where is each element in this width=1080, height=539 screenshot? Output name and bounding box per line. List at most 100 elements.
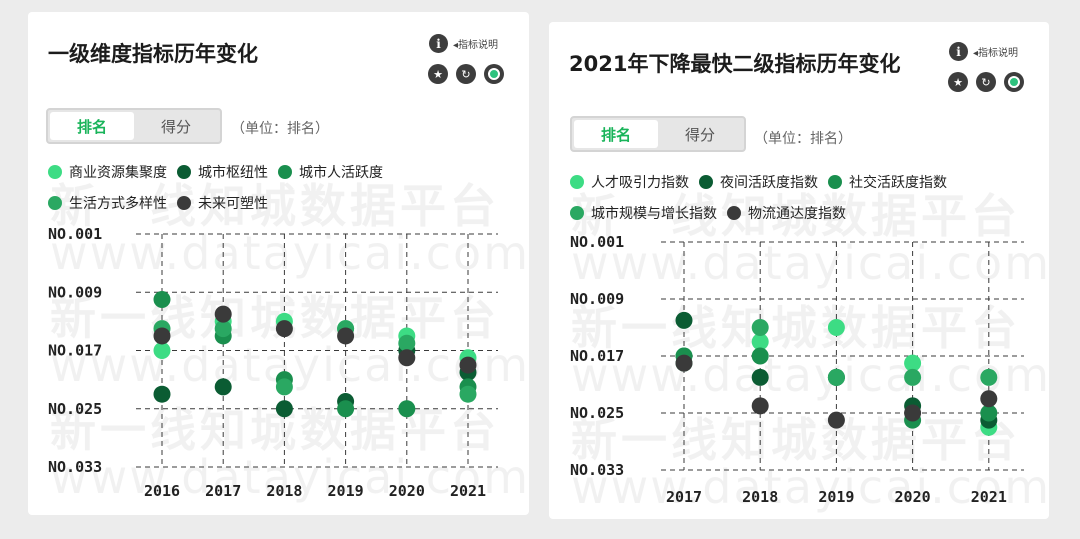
tab-rank[interactable]: 排名 [574,120,658,148]
data-point [153,385,171,403]
refresh-icon[interactable]: ↻ [976,72,996,92]
y-tick-label: NO.001 [48,225,102,243]
y-tick-label: NO.025 [570,404,624,422]
legend-swatch [278,164,292,179]
metric-info-link[interactable]: i ◂指标说明 [429,34,498,53]
data-point [459,385,477,403]
legend-swatch [828,174,842,189]
data-point [153,342,171,359]
x-tick-label: 2020 [895,488,931,506]
data-point [337,327,355,345]
x-tick-label: 2020 [389,482,425,500]
data-point [904,404,922,422]
legend-swatch [177,195,191,210]
target-icon[interactable] [484,64,504,84]
legend-item[interactable]: 城市人活跃度 [278,162,383,182]
data-point [398,400,416,418]
legend-label: 商业资源集聚度 [69,164,167,181]
data-point [275,400,293,418]
data-point [751,333,769,351]
y-tick-label: NO.009 [570,290,624,308]
data-point [275,320,293,338]
metric-info-label: ◂指标说明 [453,40,499,51]
legend-item[interactable]: 物流通达度指数 [727,203,846,223]
legend-item[interactable]: 未来可塑性 [177,193,268,213]
legend-row: 城市规模与增长指数 物流通达度指数 [570,197,957,228]
y-tick-label: NO.001 [570,233,624,251]
data-point [827,319,845,336]
x-tick-label: 2017 [666,488,702,506]
star-icon[interactable]: ★ [428,64,448,84]
data-point [153,291,171,309]
x-tick-label: 2017 [205,482,241,500]
data-point [751,319,769,336]
data-point [904,354,922,372]
legend-label: 生活方式多样性 [69,195,167,212]
data-point [751,368,769,386]
star-icon[interactable]: ★ [948,72,968,92]
legend-label: 未来可塑性 [198,195,268,212]
legend-item[interactable]: 城市枢纽性 [177,162,268,182]
data-point [214,305,232,323]
y-tick-label: NO.025 [48,400,102,418]
x-tick-label: 2016 [144,482,180,500]
chart-legend: 人才吸引力指数 夜间活跃度指数 社交活跃度指数城市规模与增长指数 物流通达度指数 [570,166,957,228]
legend-swatch [727,205,741,220]
data-point [980,404,998,422]
legend-item[interactable]: 人才吸引力指数 [570,172,689,192]
chart-card-left: 新一线知城数据平台 www.datayicai.com 新一线知城数据平台 ww… [28,12,529,515]
chart-title: 一级维度指标历年变化 [48,42,258,66]
info-icon: i [949,42,968,61]
legend-item[interactable]: 夜间活跃度指数 [699,172,818,192]
data-point [153,327,171,345]
legend-label: 城市人活跃度 [299,164,383,181]
data-point [751,347,769,365]
data-point [980,368,998,386]
legend-label: 社交活跃度指数 [849,174,947,191]
x-tick-label: 2021 [450,482,486,500]
legend-item[interactable]: 社交活跃度指数 [828,172,947,192]
x-tick-label: 2018 [742,488,778,506]
y-tick-label: NO.033 [570,461,624,479]
data-point [398,334,416,352]
metric-info-label: ◂指标说明 [973,48,1019,59]
legend-label: 人才吸引力指数 [591,174,689,191]
x-tick-label: 2019 [818,488,854,506]
refresh-icon[interactable]: ↻ [456,64,476,84]
legend-item[interactable]: 生活方式多样性 [48,193,167,213]
y-tick-label: NO.017 [48,342,102,360]
data-point [751,397,769,415]
scatter-plot: NO.001 NO.009 NO.017 NO.025 NO.033 2017 2018 20… [570,233,1024,506]
rank-score-toggle: 排名 得分 [46,108,222,144]
y-tick-label: NO.033 [48,458,102,476]
chart-card-right: 新一线知城数据平台 www.datayicai.com 新一线知城数据平台 ww… [549,22,1049,519]
tab-score[interactable]: 得分 [160,117,191,136]
data-point [675,311,693,329]
data-point [675,354,693,372]
metric-info-link[interactable]: i ◂指标说明 [949,42,1018,61]
x-tick-label: 2021 [971,488,1007,506]
legend-swatch [699,174,713,189]
target-icon[interactable] [1004,72,1024,92]
legend-item[interactable]: 城市规模与增长指数 [570,203,717,223]
legend-row: 人才吸引力指数 夜间活跃度指数 社交活跃度指数 [570,166,957,197]
x-tick-label: 2018 [266,482,302,500]
legend-swatch [570,174,584,189]
y-tick-label: NO.017 [570,347,624,365]
legend-swatch [48,195,62,210]
unit-note: （单位：排名） [754,131,852,147]
unit-note: （单位：排名） [231,121,329,137]
data-point [214,378,232,396]
tab-rank[interactable]: 排名 [50,112,134,140]
legend-label: 夜间活跃度指数 [720,174,818,191]
data-point [214,320,232,338]
tab-score[interactable]: 得分 [684,125,715,144]
data-point [980,390,998,408]
legend-swatch [48,164,62,179]
legend-item[interactable]: 商业资源集聚度 [48,162,167,182]
y-tick-label: NO.009 [48,283,102,301]
legend-label: 物流通达度指数 [748,205,846,222]
info-icon: i [429,34,448,53]
x-tick-label: 2019 [328,482,364,500]
legend-label: 城市规模与增长指数 [591,205,717,222]
